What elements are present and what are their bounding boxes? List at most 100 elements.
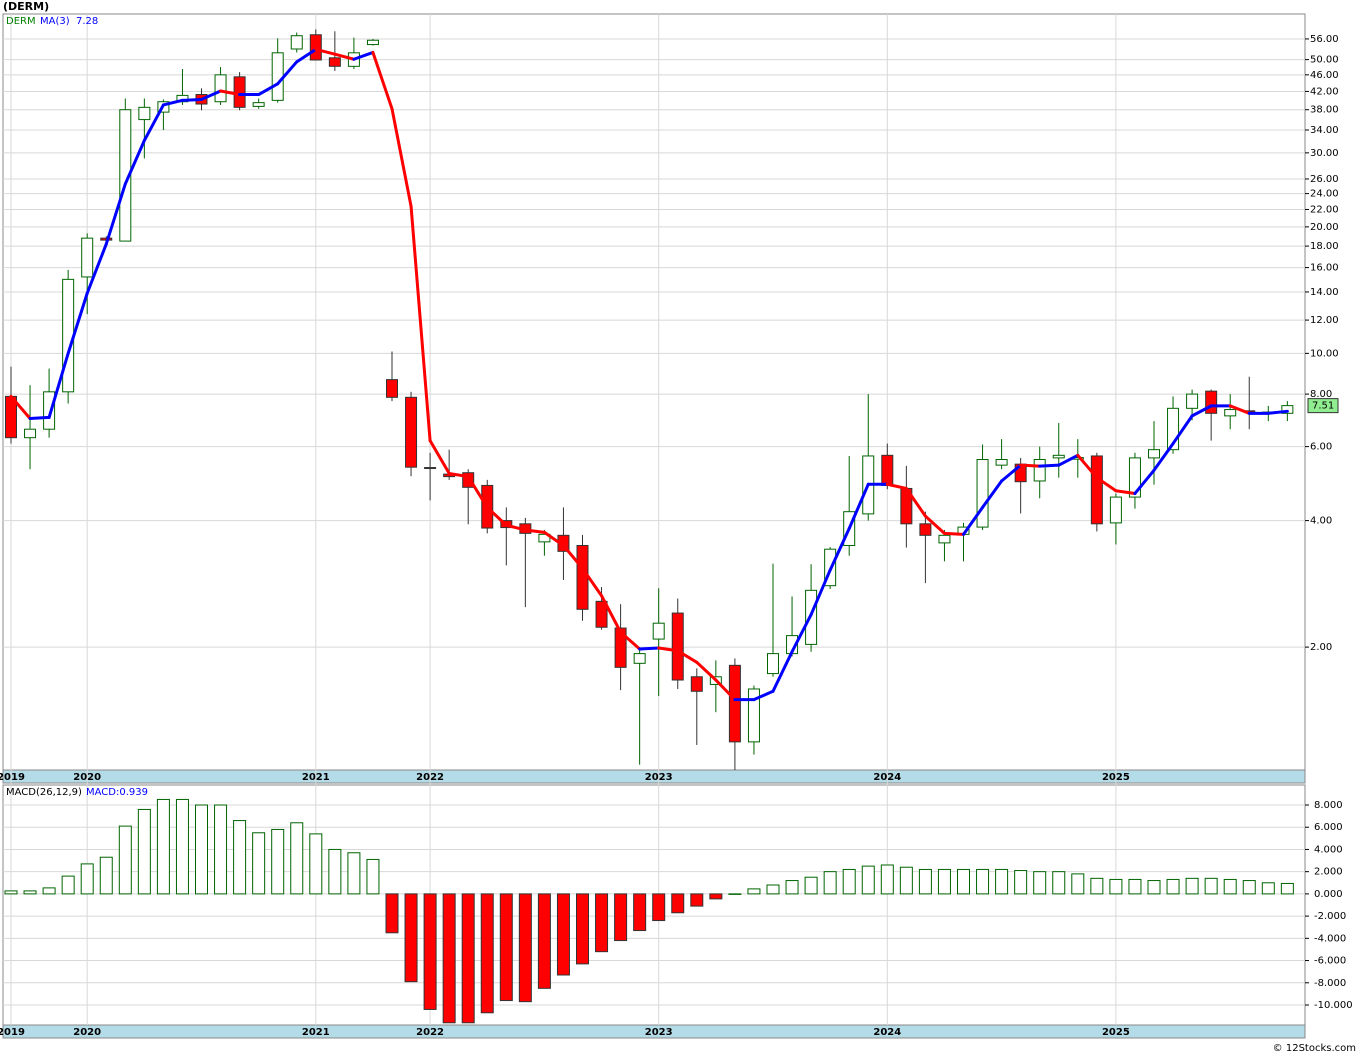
- macd-bar: [137, 808, 151, 895]
- macd-bar: [1261, 882, 1275, 895]
- y-tick-label: 14.00: [1310, 287, 1339, 298]
- ma-segment: [295, 47, 318, 64]
- macd-bar: [1052, 871, 1066, 895]
- macd-bar: [842, 868, 856, 895]
- x-tick-label: 2025: [1102, 772, 1130, 783]
- candle-body: [290, 35, 303, 50]
- candle-body: [633, 653, 646, 664]
- macd-bar: [347, 852, 361, 895]
- ma-segment: [409, 204, 432, 443]
- candle-body: [366, 39, 379, 46]
- candle-body: [233, 76, 246, 108]
- ma-segment: [371, 50, 394, 111]
- macd-bar: [195, 804, 208, 895]
- y-tick-label: 18.00: [1310, 241, 1339, 252]
- candle-body: [976, 459, 989, 528]
- macd-bar: [290, 822, 304, 895]
- x-tick-label: 2019: [0, 1027, 25, 1038]
- ma-segment: [1057, 453, 1080, 467]
- candle-body: [424, 467, 437, 470]
- y-tick-label: 10.00: [1310, 348, 1339, 359]
- ma-segment: [1228, 404, 1251, 415]
- candle-body: [671, 612, 684, 681]
- macd-bar: [1185, 877, 1199, 895]
- candle-body: [652, 622, 665, 640]
- macd-bar: [4, 890, 18, 895]
- date-strip: [2, 1024, 1306, 1039]
- macd-bar: [957, 868, 970, 895]
- macd-bar: [1071, 873, 1085, 895]
- candle-body: [1033, 459, 1046, 482]
- y-tick-label: -10.000: [1314, 1000, 1353, 1011]
- ma-segment: [542, 530, 565, 547]
- ma-segment: [1038, 463, 1061, 468]
- ma-segment: [47, 351, 70, 419]
- y-tick-label: -2.000: [1314, 911, 1346, 922]
- candle-body: [1224, 409, 1237, 417]
- last-price: 7.51: [1312, 401, 1334, 412]
- macd-bar: [118, 825, 132, 895]
- macd-bar: [518, 893, 532, 1003]
- ma-segment: [314, 47, 337, 56]
- candle-body: [595, 600, 608, 628]
- x-tick-label: 2020: [73, 772, 101, 783]
- candle-body: [119, 109, 132, 242]
- candle-body: [690, 676, 703, 692]
- x-tick-label: 2022: [416, 1027, 444, 1038]
- y-tick-label: 4.000: [1314, 844, 1343, 855]
- macd-bar: [214, 804, 228, 895]
- ma-segment: [161, 98, 184, 107]
- candle-body: [271, 52, 284, 101]
- ma-segment: [28, 415, 51, 420]
- footer: © 12Stocks.com: [1273, 1043, 1356, 1054]
- macd-bar: [366, 858, 380, 895]
- candle-body: [405, 396, 418, 468]
- macd-bar: [233, 820, 247, 895]
- ma-segment: [523, 528, 546, 534]
- y-tick-label: 6.00: [1310, 442, 1332, 453]
- ma-segment: [333, 52, 356, 61]
- macd-bar: [633, 893, 647, 932]
- macd-bar: [461, 893, 475, 1024]
- ma-segment: [257, 82, 280, 97]
- x-tick-label: 2021: [302, 772, 330, 783]
- y-tick-label: 24.00: [1310, 189, 1339, 200]
- macd-bar: [937, 868, 951, 895]
- ma-segment: [695, 660, 718, 682]
- macd-bar: [614, 893, 628, 942]
- macd-bar: [1242, 880, 1256, 895]
- macd-bar: [156, 798, 170, 895]
- macd-bar: [728, 893, 742, 895]
- y-tick-label: 16.00: [1310, 263, 1339, 274]
- candle-body: [328, 57, 341, 67]
- legend-ma: MA(3): [40, 16, 70, 27]
- ma-segment: [66, 291, 89, 355]
- candle-body: [995, 459, 1008, 466]
- ma-segment: [104, 182, 127, 246]
- y-tick-label: 22.00: [1310, 204, 1339, 215]
- candle-body: [747, 688, 760, 743]
- date-strip: [2, 769, 1306, 784]
- macd-value: MACD:0.939: [86, 787, 148, 798]
- macd-bar: [1223, 878, 1237, 895]
- ma-segment: [466, 475, 489, 509]
- y-tick-label: 26.00: [1310, 174, 1339, 185]
- macd-title: MACD(26,12,9): [6, 787, 82, 798]
- ma-segment: [85, 242, 108, 295]
- macd-bar: [995, 868, 1009, 895]
- ma-segment: [561, 543, 584, 570]
- macd-bar: [1204, 877, 1218, 895]
- x-tick-label: 2025: [1102, 1027, 1130, 1038]
- ma-segment: [923, 514, 946, 535]
- macd-bar: [1128, 878, 1142, 895]
- macd-bar: [404, 893, 418, 983]
- y-tick-label: 34.00: [1310, 125, 1339, 136]
- candle-body: [386, 379, 398, 398]
- candle-body: [1109, 496, 1122, 524]
- macd-bar: [80, 863, 94, 895]
- macd-bar: [99, 856, 113, 895]
- y-tick-label: 12.00: [1310, 315, 1339, 326]
- ma-segment: [942, 531, 965, 536]
- macd-bar: [976, 868, 990, 895]
- macd-bar: [23, 890, 37, 895]
